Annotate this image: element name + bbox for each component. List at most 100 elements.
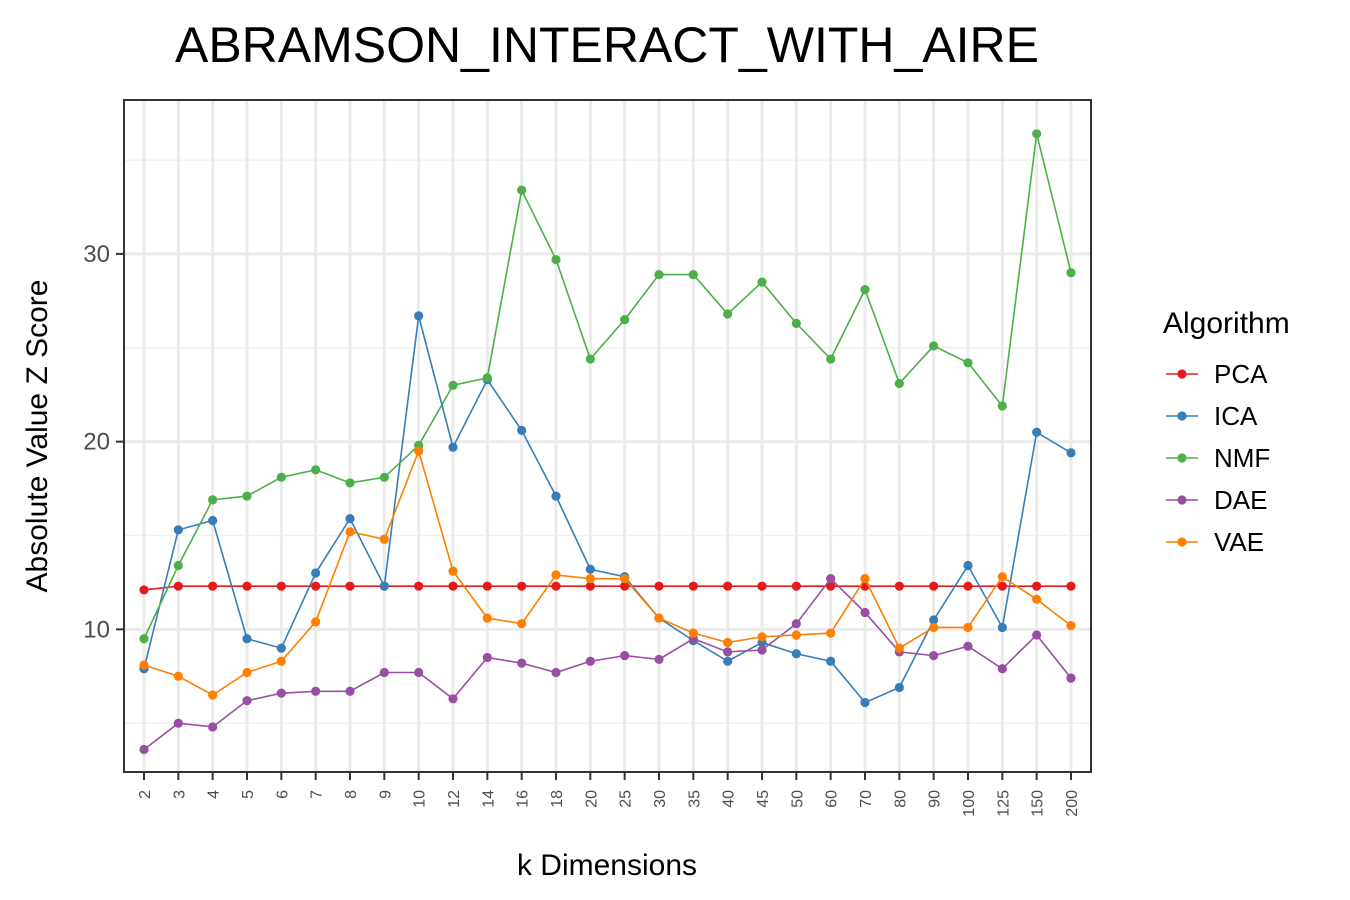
data-point-dae [620, 651, 630, 661]
legend-key-point [1177, 453, 1187, 463]
data-point-pca [139, 585, 149, 595]
data-point-nmf [894, 378, 904, 389]
data-point-nmf [860, 284, 870, 295]
data-point-dae [860, 607, 870, 618]
x-tick-label: 12 [446, 790, 463, 808]
data-point-ica [860, 697, 870, 708]
x-tick-label: 25 [618, 790, 635, 808]
data-point-dae [757, 645, 767, 655]
series-vae [139, 446, 1076, 700]
legend-item-nmf: NMF [1166, 443, 1270, 473]
x-tick-label: 200 [1064, 790, 1081, 817]
data-point-dae [929, 651, 939, 661]
data-point-vae [791, 630, 801, 640]
data-point-vae [276, 656, 286, 666]
data-point-pca [654, 581, 664, 591]
data-point-nmf [242, 491, 252, 501]
data-point-dae [345, 686, 355, 696]
data-point-pca [620, 581, 630, 591]
data-point-dae [551, 667, 561, 678]
data-point-ica [791, 649, 801, 659]
data-point-pca [929, 581, 939, 591]
legend-label-vae: VAE [1214, 527, 1264, 557]
x-tick-label: 20 [583, 790, 600, 808]
data-point-nmf [551, 254, 561, 265]
data-point-dae [791, 619, 801, 629]
legend-label-ica: ICA [1214, 401, 1258, 431]
data-point-dae [173, 718, 183, 728]
data-point-pca [517, 581, 527, 591]
data-point-ica [208, 515, 218, 526]
data-point-pca [173, 581, 183, 591]
legend-item-ica: ICA [1166, 401, 1258, 431]
data-point-nmf [276, 472, 286, 482]
data-point-ica [723, 656, 733, 666]
data-point-nmf [654, 269, 664, 280]
data-point-dae [139, 744, 149, 755]
data-point-nmf [997, 401, 1007, 411]
legend-key-point [1177, 369, 1187, 379]
legend-label-nmf: NMF [1214, 443, 1270, 473]
data-point-vae [208, 690, 218, 700]
legend: Algorithm PCA ICA NMF DAE VAE [1163, 307, 1290, 557]
data-point-vae [997, 572, 1007, 582]
data-point-ica [585, 564, 595, 574]
data-point-vae [551, 570, 561, 580]
data-point-vae [688, 628, 698, 638]
data-point-vae [654, 613, 664, 623]
data-point-ica [551, 491, 561, 501]
data-point-pca [826, 581, 836, 591]
legend-title: Algorithm [1163, 307, 1290, 340]
data-point-pca [448, 581, 458, 591]
data-point-nmf [482, 373, 492, 383]
data-point-ica [379, 581, 389, 591]
y-tick-label: 20 [83, 429, 110, 456]
data-point-dae [379, 667, 389, 678]
series-layer [139, 129, 1076, 755]
series-dae [139, 574, 1076, 755]
data-point-dae [997, 664, 1007, 674]
legend-key-point [1177, 411, 1187, 421]
legend-item-pca: PCA [1166, 359, 1268, 389]
data-point-vae [139, 660, 149, 670]
data-point-vae [860, 574, 870, 584]
data-point-pca [997, 581, 1007, 591]
y-axis-label: Absolute Value Z Score [21, 280, 54, 593]
data-point-ica [448, 442, 458, 452]
data-point-pca [345, 581, 355, 591]
data-point-nmf [620, 315, 630, 325]
data-point-nmf [1066, 268, 1076, 278]
x-tick-label: 4 [206, 790, 223, 799]
x-tick-label: 18 [549, 790, 566, 808]
data-point-dae [208, 722, 218, 732]
data-point-nmf [723, 309, 733, 319]
data-point-nmf [688, 269, 698, 280]
data-point-pca [894, 581, 904, 591]
data-point-dae [723, 647, 733, 657]
x-axis-label: k Dimensions [517, 849, 697, 882]
y-tick-label: 30 [83, 241, 110, 268]
data-point-nmf [139, 634, 149, 644]
data-point-pca [551, 581, 561, 591]
x-tick-label: 70 [858, 790, 875, 808]
legend-item-dae: DAE [1166, 485, 1267, 515]
x-tick-label: 6 [274, 790, 291, 799]
legend-key-point [1177, 495, 1187, 505]
data-point-ica [1066, 448, 1076, 458]
data-point-nmf [517, 185, 527, 195]
x-tick-label: 100 [961, 790, 978, 817]
data-point-ica [997, 622, 1007, 633]
data-point-pca [688, 581, 698, 591]
data-point-dae [826, 574, 836, 584]
data-point-ica [1032, 427, 1042, 437]
data-point-vae [448, 566, 458, 576]
series-nmf [139, 129, 1076, 644]
data-point-vae [723, 637, 733, 648]
data-point-vae [482, 613, 492, 623]
data-point-vae [242, 667, 252, 678]
x-tick-label: 30 [652, 790, 669, 808]
data-point-nmf [345, 478, 355, 488]
series-line-vae [143, 448, 1072, 696]
